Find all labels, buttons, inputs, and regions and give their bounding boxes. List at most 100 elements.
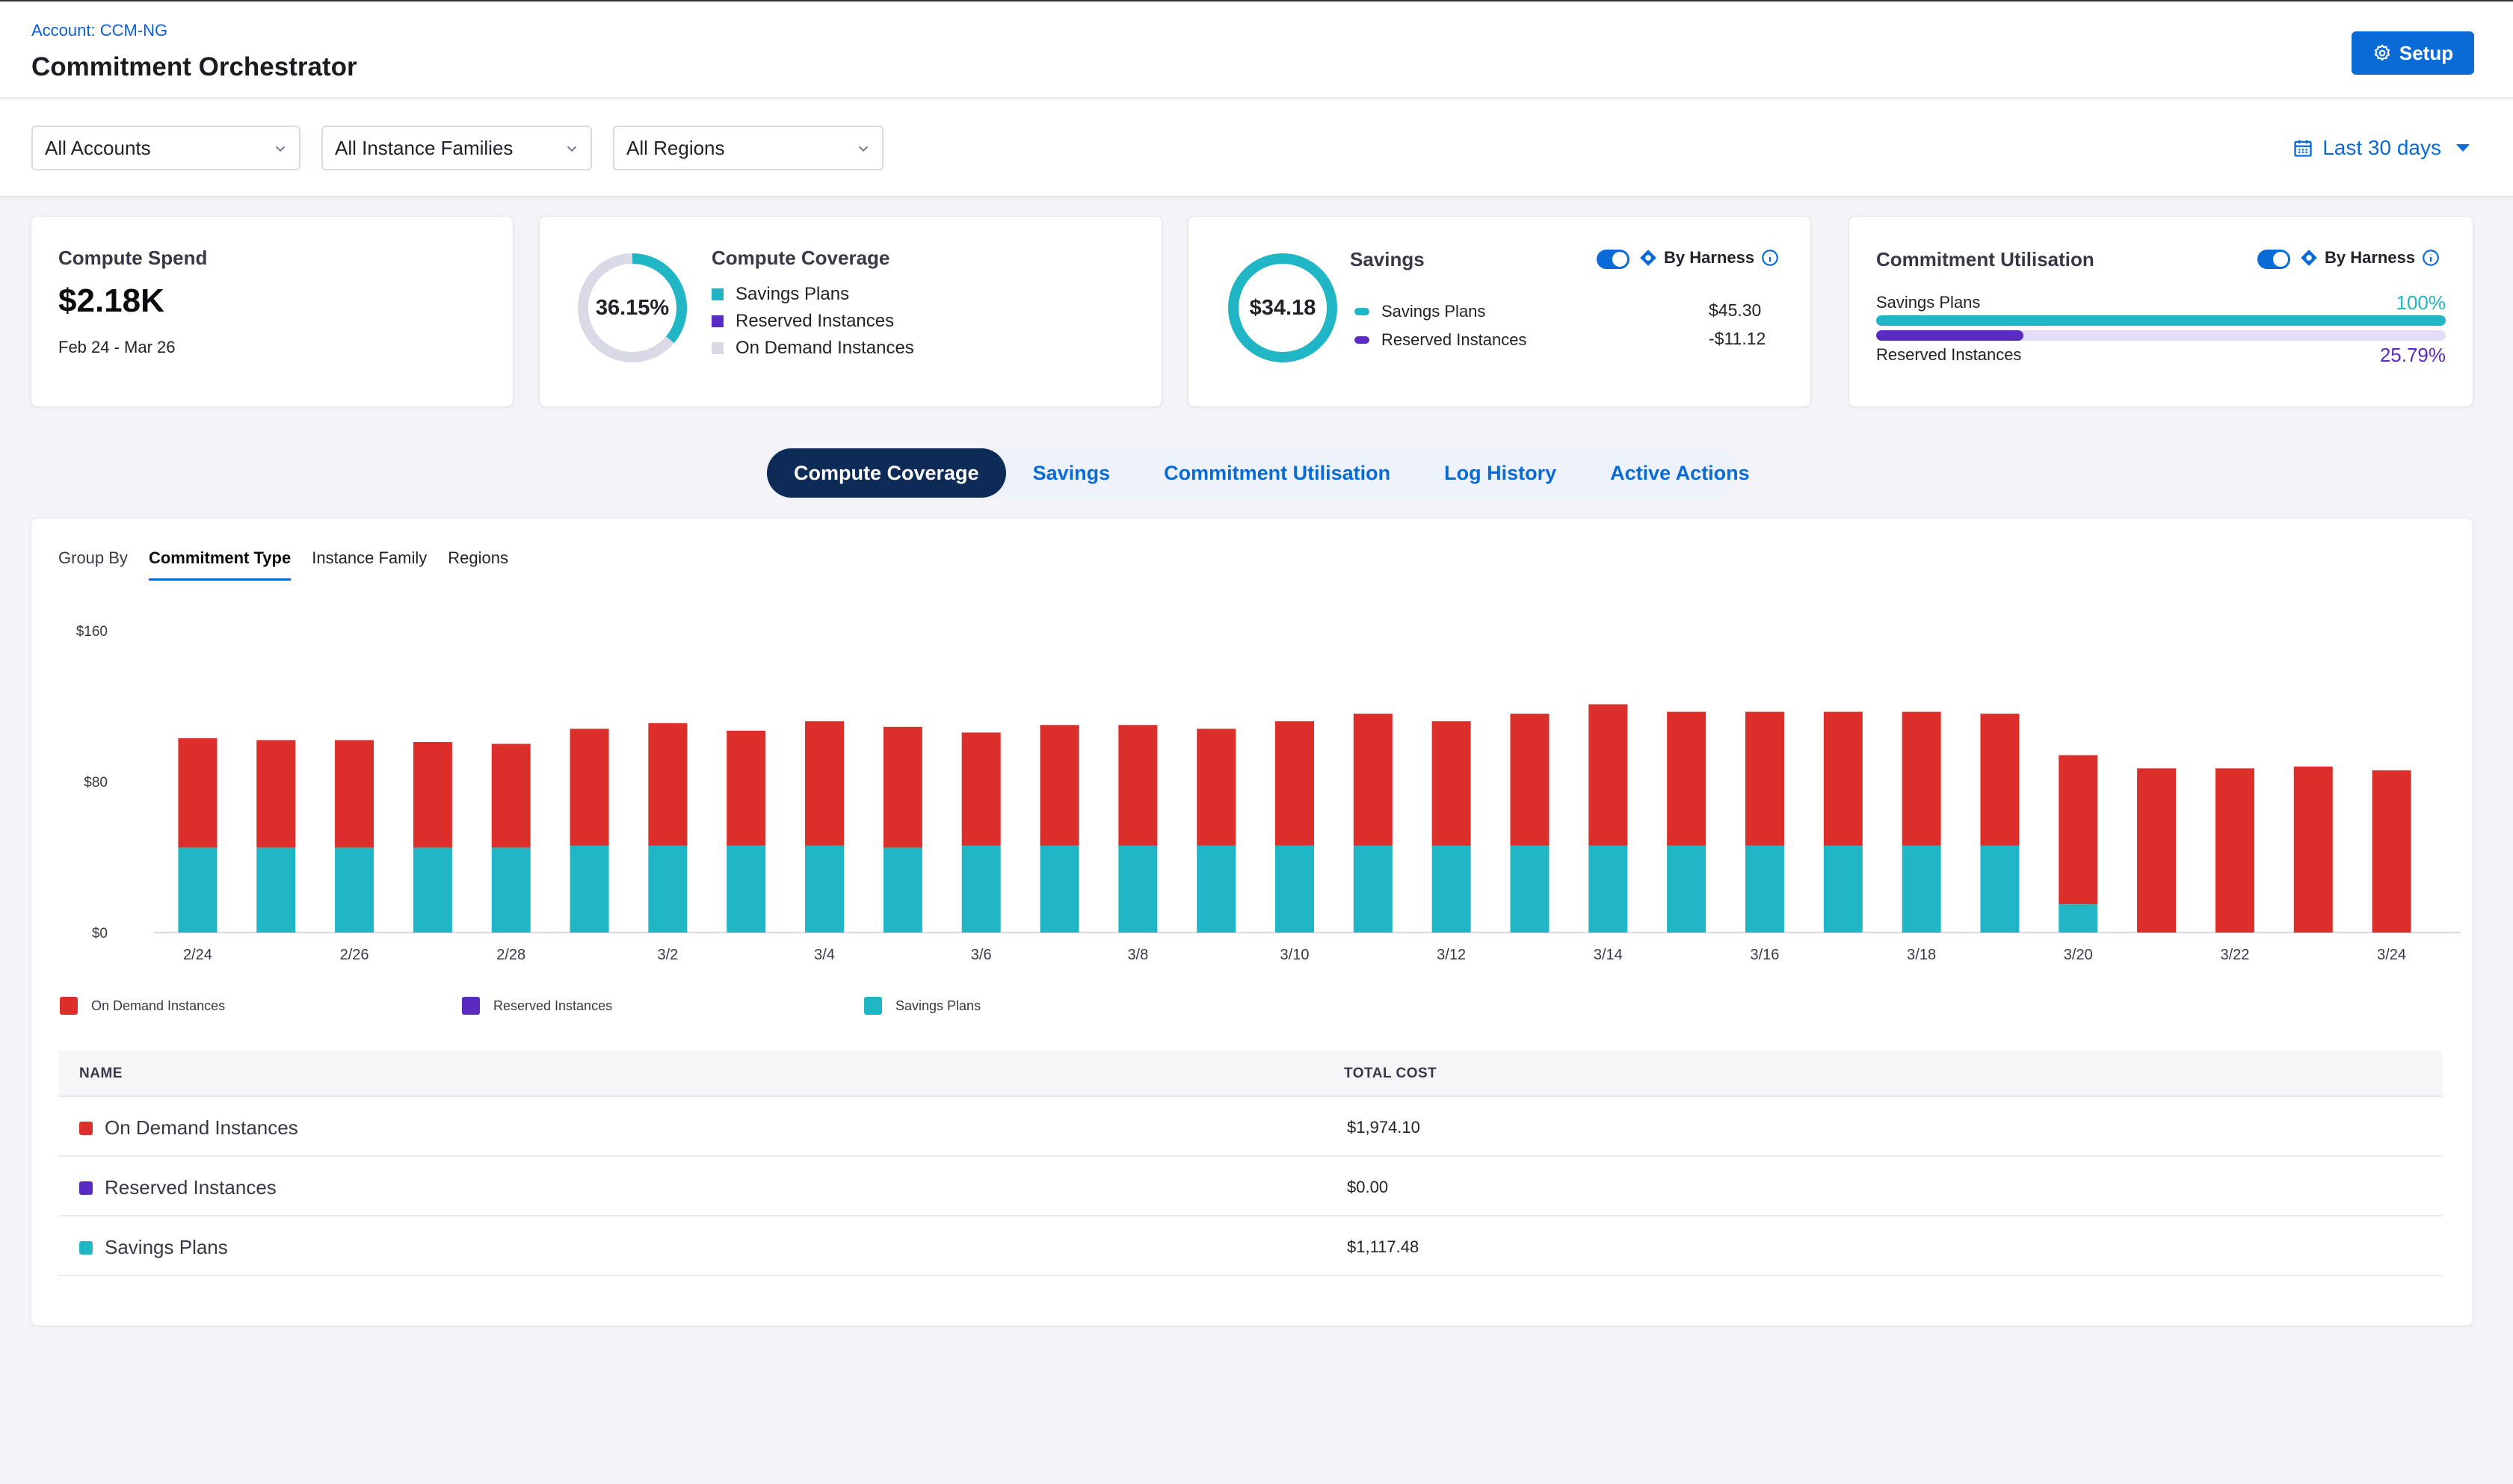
- view-tabs: Compute Coverage Savings Commitment Util…: [765, 447, 1750, 499]
- bar-segment: [570, 845, 609, 933]
- reserved-swatch: [79, 1181, 93, 1195]
- table-row[interactable]: Reserved Instances $0.00: [58, 1157, 2443, 1216]
- utilisation-by-harness: By Harness: [2299, 248, 2440, 268]
- accounts-select[interactable]: All Accounts: [31, 126, 300, 170]
- savings-by-harness-toggle[interactable]: [1597, 250, 1629, 269]
- date-range-picker[interactable]: Last 30 days: [2292, 136, 2470, 160]
- row-name: On Demand Instances: [79, 1116, 298, 1140]
- regions-select-value: All Regions: [626, 136, 725, 159]
- coverage-donut: [578, 253, 687, 362]
- bar-segment: [883, 726, 922, 848]
- info-icon[interactable]: [1760, 248, 1780, 268]
- bar-segment: [1588, 845, 1628, 933]
- group-by-regions[interactable]: Regions: [448, 548, 508, 567]
- utilisation-reserved-fill: [1876, 330, 2023, 341]
- bar-segment: [335, 740, 374, 848]
- bar-segment: [961, 732, 1001, 846]
- page-title: Commitment Orchestrator: [31, 52, 357, 81]
- table-header: NAME TOTAL COST: [58, 1051, 2443, 1097]
- chart-legend-savings-plans[interactable]: Savings Plans: [864, 997, 981, 1015]
- calendar-icon: [2294, 140, 2312, 157]
- bar-segment: [1980, 714, 2020, 846]
- coverage-legend-label: Reserved Instances: [736, 311, 895, 331]
- bar-segment: [2059, 904, 2098, 933]
- column-header-name[interactable]: NAME: [79, 1066, 123, 1081]
- savings-by-harness: By Harness: [1638, 248, 1780, 268]
- bar-segment: [1431, 721, 1471, 846]
- bar-segment: [1510, 845, 1550, 933]
- table-row[interactable]: Savings Plans $1,117.48: [58, 1216, 2443, 1276]
- savings-ring: [1228, 253, 1337, 362]
- tab-commitment-utilisation[interactable]: Commitment Utilisation: [1164, 461, 1391, 484]
- instance-families-select[interactable]: All Instance Families: [321, 126, 592, 170]
- bar-segment: [1118, 725, 1158, 846]
- savings-plans-swatch: [1354, 308, 1369, 315]
- x-tick-label: 3/14: [1594, 947, 1623, 963]
- bar-segment: [2293, 766, 2333, 933]
- y-tick-label: $0: [92, 926, 108, 942]
- chart-legend-on-demand[interactable]: On Demand Instances: [60, 997, 225, 1015]
- bar-segment: [805, 721, 845, 846]
- bar-segment: [1745, 711, 1784, 846]
- bar-segment: [1353, 714, 1393, 846]
- bar-segment: [2059, 755, 2098, 905]
- compute-coverage-panel: Group By Commitment Type Instance Family…: [31, 519, 2473, 1326]
- by-harness-label: By Harness: [1664, 248, 1755, 267]
- row-name: Savings Plans: [79, 1236, 228, 1259]
- setup-button[interactable]: Setup: [2352, 31, 2474, 75]
- bar-segment: [1197, 729, 1236, 846]
- x-tick-label: 3/22: [2220, 947, 2249, 963]
- bar-segment: [1275, 721, 1314, 846]
- utilisation-reserved-bar: [1876, 330, 2446, 341]
- bar-segment: [256, 847, 296, 933]
- utilisation-reserved-pct: 25.79%: [2379, 344, 2446, 366]
- bar-segment: [1667, 845, 1706, 933]
- utilisation-by-harness-toggle[interactable]: [2257, 250, 2290, 269]
- chart-legend-label: On Demand Instances: [91, 998, 226, 1013]
- reserved-swatch: [1354, 336, 1369, 344]
- bar-segment: [1980, 845, 2020, 933]
- bar-segment: [178, 738, 218, 848]
- savings-row-label: Reserved Instances: [1381, 330, 1527, 349]
- savings-row-savings-plans: Savings Plans: [1354, 302, 1485, 321]
- tab-active-actions[interactable]: Active Actions: [1610, 461, 1750, 484]
- bar-segment: [413, 741, 452, 848]
- row-total-cost: $0.00: [1347, 1178, 1389, 1196]
- row-name-label: On Demand Instances: [105, 1116, 298, 1139]
- chart-legend-reserved[interactable]: Reserved Instances: [462, 997, 612, 1015]
- bar-segment: [491, 743, 531, 848]
- by-harness-label: By Harness: [2325, 248, 2416, 267]
- on-demand-swatch: [60, 997, 78, 1015]
- bar-segment: [1040, 725, 1079, 846]
- group-by-commitment-type[interactable]: Commitment Type: [148, 548, 292, 581]
- breadcrumb[interactable]: Account: CCM-NG: [31, 21, 168, 40]
- bar-segment: [1588, 704, 1628, 846]
- bar-segment: [1197, 845, 1236, 933]
- chart-legend-label: Reserved Instances: [493, 998, 613, 1013]
- bar-segment: [1275, 845, 1314, 933]
- tab-savings[interactable]: Savings: [1032, 461, 1111, 484]
- bar-segment: [1510, 714, 1550, 846]
- on-demand-swatch: [79, 1121, 93, 1135]
- on-demand-swatch: [712, 342, 724, 354]
- tab-compute-coverage[interactable]: Compute Coverage: [767, 448, 1006, 498]
- regions-select[interactable]: All Regions: [613, 126, 884, 170]
- x-tick-label: 3/24: [2377, 947, 2406, 963]
- bar-segment: [178, 847, 218, 933]
- coverage-percent: 36.15%: [595, 295, 670, 320]
- compute-coverage-title: Compute Coverage: [712, 247, 890, 269]
- accounts-select-value: All Accounts: [45, 136, 151, 159]
- reserved-swatch: [712, 315, 724, 327]
- bar-segment: [1118, 845, 1158, 933]
- compute-spend-value: $2.18K: [58, 282, 164, 319]
- savings-row-reserved: Reserved Instances: [1354, 330, 1526, 350]
- info-icon[interactable]: [2421, 248, 2440, 268]
- tab-log-history[interactable]: Log History: [1444, 461, 1557, 484]
- table-row[interactable]: On Demand Instances $1,974.10: [58, 1097, 2443, 1157]
- coverage-legend-on-demand: On Demand Instances: [712, 338, 914, 359]
- x-tick-label: 3/20: [2064, 947, 2093, 963]
- group-by-instance-family[interactable]: Instance Family: [312, 548, 428, 567]
- bar-segment: [727, 845, 766, 933]
- group-by-label: Group By: [58, 548, 128, 567]
- column-header-total-cost[interactable]: TOTAL COST: [1344, 1066, 1437, 1081]
